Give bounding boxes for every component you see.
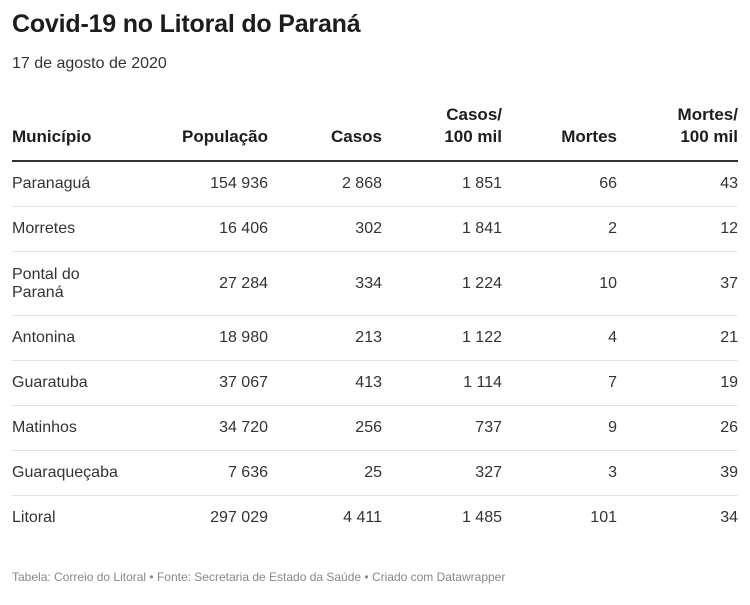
cell-municipio: Matinhos [12, 405, 162, 451]
cell-municipio: Morretes [12, 206, 162, 252]
cell-casos: 302 [268, 206, 382, 252]
cell-municipio: Litoral [12, 509, 56, 526]
cell-casos-100mil: 327 [382, 450, 502, 496]
column-header-mortes-100mil[interactable]: Mortes/100 mil [617, 104, 738, 162]
column-header-line2: Mortes [561, 127, 617, 146]
cell-mortes: 7 [502, 360, 617, 406]
header-row: Município População Casos Casos/100 mil … [12, 104, 738, 162]
table-row: Matinhos 34 720 256 737 9 26 [12, 405, 738, 451]
cell-casos: 213 [268, 315, 382, 361]
cell-casos: 25 [268, 450, 382, 496]
table-row: Antonina 18 980 213 1 122 4 21 [12, 315, 738, 361]
cell-municipio: Guaraqueçaba [12, 450, 162, 496]
column-header-line2: 100 mil [444, 127, 502, 146]
table-row: Paranaguá 154 936 2 868 1 851 66 43 [12, 161, 738, 207]
cell-mortes: 2 [502, 206, 617, 252]
cell-populacao: 16 406 [162, 206, 268, 252]
column-header-line2: População [182, 127, 268, 146]
covid-table: Município População Casos Casos/100 mil … [12, 104, 738, 540]
cell-populacao: 34 720 [162, 405, 268, 451]
footer-credits: Tabela: Correio do Litoral • Fonte: Secr… [12, 570, 506, 584]
cell-casos: 256 [268, 405, 382, 451]
column-header-casos-100mil[interactable]: Casos/100 mil [382, 104, 502, 162]
cell-populacao: 18 980 [162, 315, 268, 361]
cell-casos: 413 [268, 360, 382, 406]
cell-casos-100mil: 1 841 [382, 206, 502, 252]
table-row: Pontal do Paraná 27 284 334 1 224 10 37 [12, 251, 738, 316]
cell-casos: 4 411 [343, 509, 382, 526]
column-header-casos[interactable]: Casos [268, 104, 382, 162]
cell-casos-100mil: 1 122 [382, 315, 502, 361]
table-row: Morretes 16 406 302 1 841 2 12 [12, 206, 738, 252]
cell-casos-100mil: 1 485 [461, 509, 502, 526]
cell-populacao: 37 067 [162, 360, 268, 406]
column-header-line2: Casos [330, 127, 382, 146]
cell-mortes-100mil: 39 [617, 450, 738, 496]
cell-municipio-line2: Paraná [12, 283, 64, 301]
cell-mortes: 4 [502, 315, 617, 361]
cell-mortes: 66 [502, 161, 617, 207]
cell-populacao: 297 029 [210, 509, 268, 526]
table-row: Guaraqueçaba 7 636 25 327 3 39 [12, 450, 738, 496]
cell-mortes-100mil: 43 [617, 161, 738, 207]
cell-mortes: 3 [502, 450, 617, 496]
cell-mortes-100mil: 37 [617, 251, 738, 316]
cell-mortes: 10 [502, 251, 617, 316]
cell-mortes-100mil: 26 [617, 405, 738, 451]
cell-casos-100mil: 1 224 [382, 251, 502, 316]
cell-mortes-100mil: 19 [617, 360, 738, 406]
cell-casos-100mil: 1 114 [382, 360, 502, 406]
table-row: Guaratuba 37 067 413 1 114 7 19 [12, 360, 738, 406]
cell-casos: 2 868 [268, 161, 382, 207]
page-subtitle: 17 de agosto de 2020 [12, 55, 167, 72]
cell-mortes-100mil: 34 [720, 509, 738, 526]
table-row-total: Litoral 297 029 4 411 1 485 101 34 [12, 496, 738, 541]
cell-casos: 334 [268, 251, 382, 316]
cell-populacao: 27 284 [162, 251, 268, 316]
cell-populacao: 7 636 [162, 450, 268, 496]
cell-populacao: 154 936 [162, 161, 268, 207]
column-header-line1: Mortes/ [677, 105, 738, 124]
column-header-line1: Casos/ [446, 105, 502, 124]
column-header-mortes[interactable]: Mortes [502, 104, 617, 162]
page-title: Covid-19 no Litoral do Paraná [12, 10, 361, 38]
cell-casos-100mil: 737 [382, 405, 502, 451]
cell-mortes: 101 [590, 509, 617, 526]
column-header-line2: 100 mil [680, 127, 738, 146]
cell-municipio-line1: Pontal do [12, 265, 80, 283]
cell-municipio: Paranaguá [12, 161, 162, 207]
column-header-municipio[interactable]: Município [12, 104, 162, 162]
column-header-populacao[interactable]: População [162, 104, 268, 162]
cell-mortes-100mil: 12 [617, 206, 738, 252]
cell-mortes: 9 [502, 405, 617, 451]
cell-mortes-100mil: 21 [617, 315, 738, 361]
cell-municipio: Pontal do Paraná [12, 251, 162, 316]
column-header-line2: Município [12, 127, 92, 146]
cell-casos-100mil: 1 851 [382, 161, 502, 207]
cell-municipio: Guaratuba [12, 360, 162, 406]
cell-municipio: Antonina [12, 315, 162, 361]
